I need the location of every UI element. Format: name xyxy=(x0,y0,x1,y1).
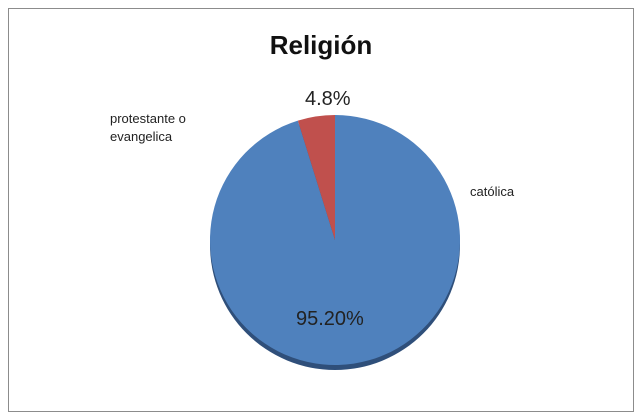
category-label: protestante o evangelica xyxy=(110,111,186,144)
data-label: 95.20% xyxy=(296,308,364,330)
category-label: católica xyxy=(470,184,515,199)
data-label: 4.8% xyxy=(305,88,351,110)
pie-slice xyxy=(297,115,335,240)
chart-title: Religión xyxy=(269,30,373,60)
